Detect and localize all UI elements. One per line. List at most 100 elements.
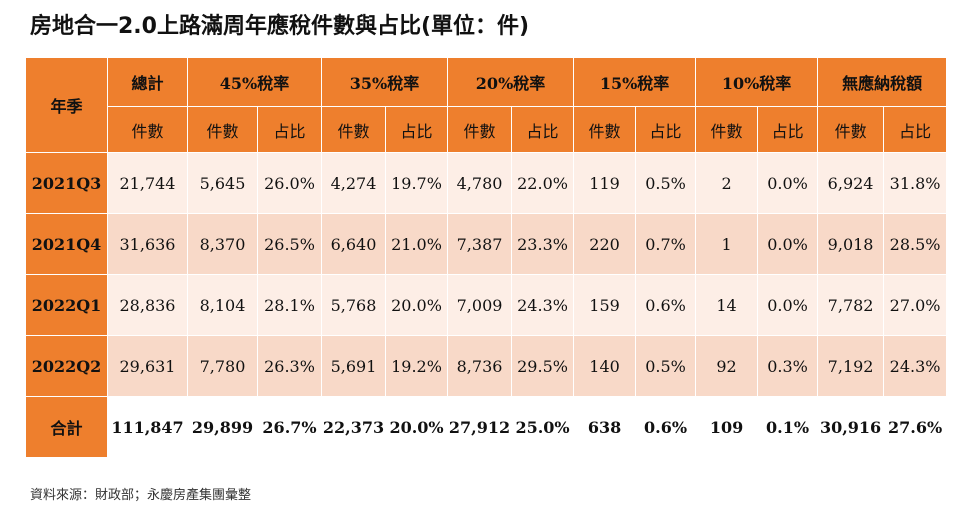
group-header-total: 總計 [107,57,188,107]
cell: 6,924 [817,152,885,214]
cell: 0.0% [757,152,819,214]
group-header-10: 10%稅率 [695,57,819,107]
group-header-none: 無應納稅額 [817,57,948,107]
cell: 6,640 [321,213,387,275]
cell: 119 [573,152,637,214]
table-row: 2022Q1 28,836 8,104 28.1% 5,768 20.0% 7,… [25,274,948,336]
cell: 29.5% [511,335,575,397]
cell: 21.0% [385,213,449,275]
corner-header: 年季 [25,57,108,153]
total-cell: 0.6% [635,396,697,458]
cell: 5,768 [321,274,387,336]
sub-header-share: 占比 [635,106,697,153]
table-row: 2022Q2 29,631 7,780 26.3% 5,691 19.2% 8,… [25,335,948,397]
cell: 22.0% [511,152,575,214]
cell: 26.0% [256,152,323,214]
cell: 0.0% [757,274,819,336]
cell: 1 [695,213,759,275]
sub-header-share: 占比 [511,106,575,153]
group-header-15: 15%稅率 [573,57,697,107]
group-header-35: 35%稅率 [321,57,449,107]
sub-header-count: 件數 [447,106,513,153]
sub-header-count: 件數 [817,106,885,153]
sub-header-count: 件數 [321,106,387,153]
total-cell: 25.0% [511,396,575,458]
group-header-20: 20%稅率 [447,57,575,107]
cell: 28.1% [256,274,323,336]
cell: 24.3% [883,335,948,397]
total-cell: 27.6% [883,396,948,458]
total-cell: 29,899 [187,396,258,458]
page-title: 房地合一2.0上路滿周年應稅件數與占比(單位：件) [30,14,530,39]
cell: 7,387 [447,213,513,275]
cell: 31,636 [107,213,188,275]
cell: 21,744 [107,152,188,214]
sub-header-count: 件數 [573,106,637,153]
cell: 9,018 [817,213,885,275]
cell: 0.6% [635,274,697,336]
cell: 31.8% [883,152,948,214]
cell: 0.3% [757,335,819,397]
group-header-45: 45%稅率 [186,57,323,107]
total-cell: 30,916 [817,396,885,458]
cell: 0.5% [635,152,697,214]
total-cell: 22,373 [321,396,387,458]
cell: 0.0% [757,213,819,275]
cell: 23.3% [511,213,575,275]
sub-header-share: 占比 [883,106,948,153]
sub-header-share: 占比 [757,106,819,153]
cell: 140 [573,335,637,397]
cell: 159 [573,274,637,336]
cell: 7,782 [817,274,885,336]
cell: 5,691 [321,335,387,397]
cell: 26.5% [256,213,323,275]
cell: 7,192 [817,335,885,397]
cell: 220 [573,213,637,275]
row-label: 2022Q2 [25,335,108,397]
cell: 29,631 [107,335,188,397]
cell: 26.3% [256,335,323,397]
header-row-sub: 件數 件數 占比 件數 占比 件數 占比 件數 占比 件數 占比 件數 占比 [26,106,948,153]
total-cell: 109 [695,396,759,458]
cell: 92 [695,335,759,397]
total-cell: 26.7% [256,396,323,458]
row-label: 2021Q3 [25,152,108,214]
cell: 28.5% [883,213,948,275]
total-row: 合計 111,847 29,899 26.7% 22,373 20.0% 27,… [25,396,948,458]
sub-header-share: 占比 [256,106,323,153]
cell: 5,645 [187,152,258,214]
cell: 8,104 [187,274,258,336]
header-row-groups: 年季 總計 45%稅率 35%稅率 20%稅率 15%稅率 10%稅率 無應納稅… [25,57,948,153]
table-row: 2021Q3 21,744 5,645 26.0% 4,274 19.7% 4,… [25,152,948,214]
sub-header-count: 件數 [187,106,258,153]
sub-header-count: 件數 [695,106,759,153]
sub-header-share: 占比 [385,106,449,153]
source-note: 資料來源：財政部；永慶房產集團彙整 [30,488,252,503]
cell: 27.0% [883,274,948,336]
cell: 14 [695,274,759,336]
cell: 4,274 [321,152,387,214]
cell: 24.3% [511,274,575,336]
cell: 0.5% [635,335,697,397]
cell: 7,780 [187,335,258,397]
cell: 0.7% [635,213,697,275]
total-cell: 111,847 [107,396,188,458]
cell: 2 [695,152,759,214]
total-cell: 27,912 [447,396,513,458]
cell: 7,009 [447,274,513,336]
sub-header-count: 件數 [107,106,188,153]
tax-table: 年季 總計 45%稅率 35%稅率 20%稅率 15%稅率 10%稅率 無應納稅… [25,57,948,458]
total-cell: 0.1% [757,396,819,458]
row-label: 2022Q1 [25,274,108,336]
row-label: 2021Q4 [25,213,108,275]
cell: 4,780 [447,152,513,214]
total-cell: 20.0% [385,396,449,458]
cell: 19.2% [385,335,449,397]
table-row: 2021Q4 31,636 8,370 26.5% 6,640 21.0% 7,… [25,213,948,275]
cell: 8,370 [187,213,258,275]
cell: 19.7% [385,152,449,214]
total-label: 合計 [25,396,108,458]
cell: 8,736 [447,335,513,397]
total-cell: 638 [573,396,637,458]
cell: 28,836 [107,274,188,336]
